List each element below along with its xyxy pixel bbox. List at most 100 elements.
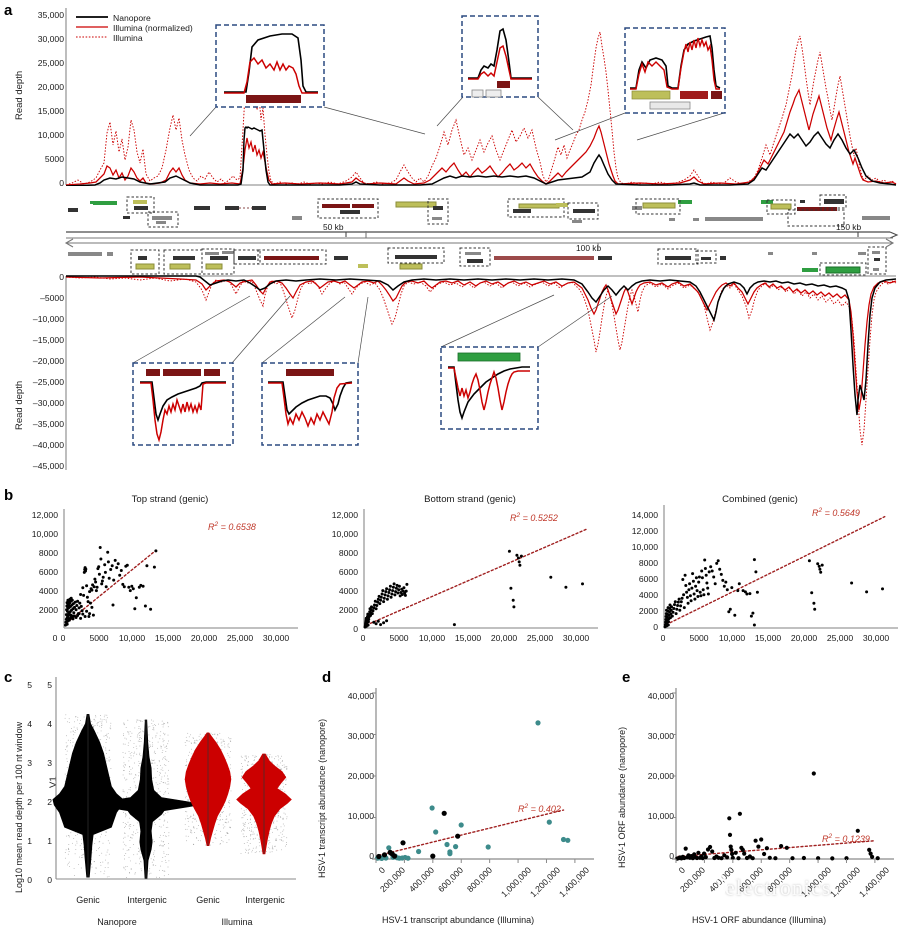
- panel-c-label: c: [4, 669, 13, 686]
- jitter-point: [275, 825, 277, 827]
- data-point: [818, 567, 822, 571]
- jitter-point: [254, 821, 256, 823]
- jitter-point: [143, 719, 145, 721]
- jitter-point: [125, 845, 127, 847]
- ytick: 14,000: [631, 510, 658, 520]
- data-point: [710, 569, 714, 573]
- ytick-outer: 3: [27, 758, 32, 768]
- xtick: 0: [360, 633, 366, 643]
- jitter-point: [193, 844, 195, 845]
- jitter-point: [70, 731, 72, 733]
- jitter-point: [72, 730, 74, 732]
- jitter-point: [139, 849, 141, 851]
- jitter-point: [165, 826, 167, 828]
- jitter-point: [242, 822, 244, 824]
- data-point: [376, 600, 380, 604]
- jitter-point: [158, 723, 159, 725]
- jitter-point: [136, 853, 138, 855]
- jitter-point: [259, 851, 260, 853]
- jitter-point: [194, 740, 196, 741]
- jitter-point: [164, 772, 166, 774]
- jitter-point: [107, 867, 109, 869]
- jitter-point: [255, 837, 256, 839]
- jitter-point: [185, 797, 187, 799]
- data-point: [696, 595, 700, 598]
- xtick: 20,000: [190, 633, 218, 643]
- jitter-point: [163, 793, 165, 795]
- xtick: 15,000: [154, 633, 182, 643]
- jitter-point: [164, 734, 165, 736]
- jitter-point: [243, 823, 245, 825]
- data-point: [762, 851, 767, 857]
- jitter-point: [164, 819, 166, 821]
- jitter-point: [106, 721, 108, 723]
- data-point: [816, 856, 821, 861]
- jitter-point: [167, 722, 169, 724]
- jitter-point: [166, 854, 168, 856]
- inset-gene-b1a: [146, 369, 160, 376]
- data-point: [684, 584, 688, 587]
- jitter-point: [129, 753, 131, 755]
- data-point: [756, 844, 761, 849]
- data-point: [764, 846, 769, 851]
- r2-value: = 0.1239: [832, 834, 870, 844]
- jitter-point: [193, 813, 194, 815]
- jitter-point: [126, 866, 128, 868]
- jitter-point: [259, 836, 260, 838]
- data-point: [386, 845, 392, 851]
- jitter-point: [108, 737, 110, 739]
- jitter-point: [249, 843, 251, 844]
- jitter-point: [124, 869, 126, 871]
- jitter-point: [105, 719, 107, 721]
- jitter-point: [93, 861, 95, 863]
- jitter-point: [253, 760, 255, 761]
- jitter-point: [221, 811, 223, 813]
- jitter-point: [247, 827, 248, 829]
- jitter-point: [71, 728, 72, 729]
- jitter-point: [162, 841, 164, 843]
- data-point: [88, 601, 92, 605]
- jitter-point: [219, 818, 221, 820]
- jitter-point: [158, 761, 160, 763]
- jitter-point: [222, 819, 224, 820]
- jitter-point: [137, 831, 139, 833]
- jitter-point: [274, 845, 276, 847]
- jitter-point: [251, 763, 253, 765]
- jitter-point: [70, 739, 71, 741]
- jitter-point: [269, 848, 271, 850]
- jitter-point: [100, 730, 102, 732]
- jitter-point: [241, 768, 243, 770]
- xtick: 30,000: [862, 633, 890, 643]
- data-point: [103, 570, 107, 574]
- jitter-point: [107, 861, 109, 863]
- jitter-point: [273, 828, 275, 829]
- data-point: [134, 596, 138, 600]
- jitter-point: [242, 833, 244, 835]
- jitter-point: [218, 823, 220, 825]
- jitter-point: [100, 833, 102, 835]
- jitter-point: [133, 781, 135, 783]
- jitter-point: [162, 781, 164, 783]
- data-point: [875, 856, 880, 861]
- ytick: 30,000: [347, 731, 374, 741]
- jitter-point: [227, 833, 228, 834]
- jitter-point: [127, 792, 128, 794]
- jitter-point: [153, 729, 155, 731]
- data-point: [671, 610, 675, 614]
- jitter-point: [125, 779, 127, 781]
- jitter-point: [189, 802, 191, 804]
- jitter-point: [268, 839, 270, 841]
- data-point: [560, 836, 567, 843]
- jitter-point: [91, 858, 92, 860]
- jitter-point: [107, 732, 109, 734]
- ytick: 0: [59, 178, 64, 188]
- jitter-point: [104, 859, 106, 861]
- jitter-point: [127, 732, 129, 734]
- jitter-point: [138, 771, 140, 773]
- ytick-outer: 4: [27, 719, 32, 729]
- jitter-point: [128, 760, 130, 762]
- jitter-point: [274, 845, 276, 847]
- jitter-point: [244, 755, 246, 757]
- jitter-point: [160, 745, 162, 747]
- jitter-point: [280, 769, 282, 771]
